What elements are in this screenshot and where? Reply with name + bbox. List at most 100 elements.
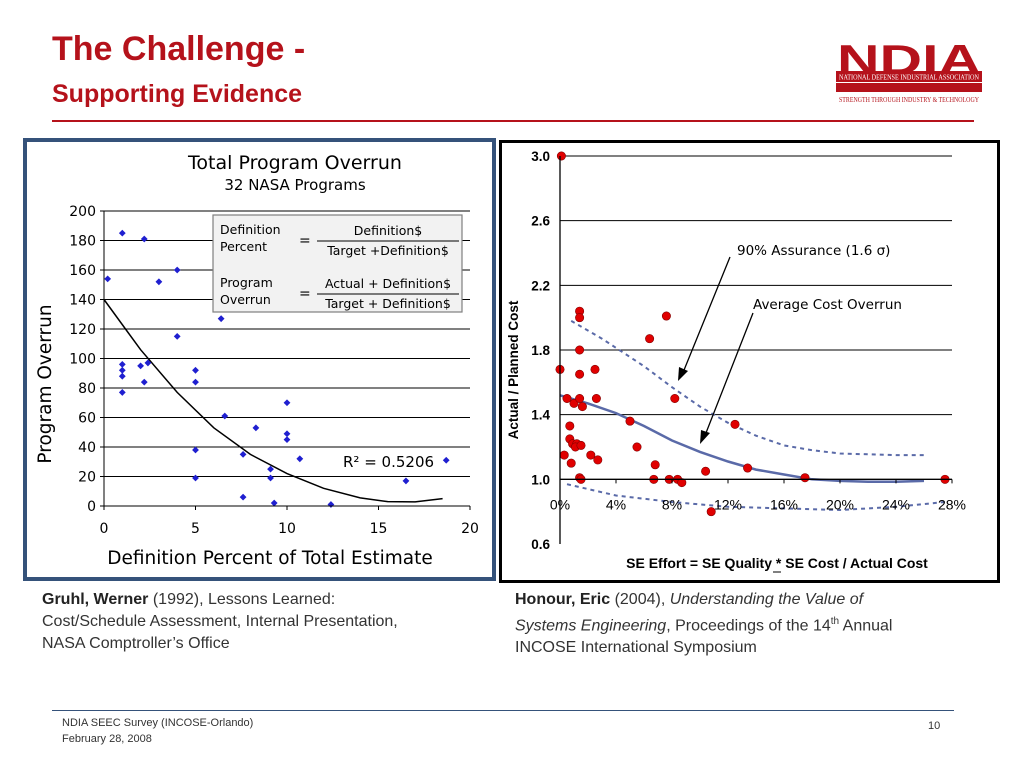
- formula-def-label-2: Percent: [220, 239, 267, 254]
- formula-ovr-label-1: Program: [220, 275, 273, 290]
- data-point: [192, 474, 199, 482]
- data-point: [140, 235, 148, 243]
- citation-right-title-1: Understanding the Value of: [669, 591, 864, 608]
- trend-line: [103, 299, 443, 503]
- program-overrun-chart: Total Program Overrun 32 NASA Programs 0…: [35, 152, 479, 569]
- citation-right: Honour, Eric (2004), Understanding the V…: [515, 589, 995, 659]
- data-point: [144, 359, 152, 367]
- formula-ovr-eq: =: [299, 286, 311, 302]
- data-point: [221, 412, 229, 420]
- x-tick-label: 20: [461, 521, 479, 537]
- y-tick-label: 80: [78, 381, 96, 397]
- data-point: [591, 394, 601, 404]
- data-point: [575, 369, 585, 379]
- data-point: [577, 402, 587, 412]
- data-point: [155, 278, 163, 286]
- data-point: [118, 372, 126, 380]
- data-point: [586, 450, 596, 460]
- chart-panel-left: Total Program Overrun 32 NASA Programs 0…: [23, 138, 496, 581]
- y-axis-label: Actual / Planned Cost: [506, 300, 521, 439]
- data-point: [661, 311, 671, 321]
- data-point: [565, 421, 575, 431]
- data-point: [252, 424, 260, 432]
- data-point: [575, 313, 585, 323]
- y-tick-label: 160: [69, 263, 96, 279]
- data-point: [118, 389, 126, 396]
- formula-def-den: Target +Definition$: [326, 243, 449, 258]
- data-point: [556, 151, 566, 161]
- data-point: [625, 416, 635, 426]
- x-tick-label: 5: [191, 521, 200, 537]
- data-point: [576, 440, 586, 450]
- formula-ovr-den: Target + Definition$: [324, 296, 451, 311]
- y-axis-label: Program Overrun: [35, 304, 56, 463]
- title-divider: [52, 120, 974, 122]
- y-tick-label: 100: [69, 352, 96, 368]
- data-point: [118, 229, 126, 237]
- data-point: [800, 473, 810, 483]
- data-point: [217, 315, 225, 323]
- annotation-average: Average Cost Overrun: [700, 297, 902, 444]
- y-tick-label: 2.2: [531, 278, 550, 293]
- data-point: [192, 378, 199, 386]
- data-point: [173, 332, 181, 340]
- formula-box: Definition Percent = Definition$ Target …: [212, 214, 463, 313]
- x-tick-label: 0%: [550, 496, 570, 512]
- page-number: 10: [928, 720, 941, 732]
- data-point: [590, 364, 600, 374]
- data-point: [296, 455, 304, 463]
- x-tick-label: 4%: [606, 496, 626, 512]
- formula-ovr-label-2: Overrun: [220, 292, 271, 307]
- data-point: [743, 463, 753, 473]
- y-tick-label: 40: [78, 440, 96, 456]
- data-point: [566, 458, 576, 468]
- data-point: [104, 275, 112, 283]
- y-tick-label: 0.6: [531, 537, 550, 552]
- y-tick-label: 120: [69, 322, 96, 338]
- x-tick-label: 28%: [938, 496, 966, 512]
- y-tick-label: 20: [78, 470, 96, 486]
- y-tick-label: 1.4: [531, 408, 550, 423]
- data-point: [283, 399, 291, 407]
- data-point: [239, 493, 247, 501]
- data-point: [192, 366, 199, 374]
- data-point: [267, 474, 274, 482]
- data-point: [593, 455, 603, 465]
- citation-right-sup: th: [830, 616, 840, 627]
- x-tick-label: 20%: [826, 496, 854, 512]
- data-point: [267, 465, 274, 473]
- data-point: [670, 394, 680, 404]
- y-tick-label: 200: [69, 204, 96, 220]
- citation-right-rest-1: , Proceedings of the 14: [666, 617, 831, 635]
- average-curve: [559, 394, 925, 484]
- data-point: [118, 361, 126, 368]
- footer-event: NDIA SEEC Survey (INCOSE-Orlando): [62, 717, 254, 729]
- data-point: [559, 450, 569, 460]
- citation-right-title-2: Systems Engineering: [515, 617, 667, 635]
- data-point: [442, 456, 450, 464]
- y-tick-label: 3.0: [531, 149, 550, 164]
- data-point: [575, 345, 585, 355]
- citation-right-rest-2: Annual: [839, 617, 893, 635]
- y-tick-label: 1.0: [531, 472, 550, 487]
- data-point: [118, 366, 126, 374]
- r-squared-label: R² = 0.5206: [339, 450, 439, 472]
- data-point: [650, 460, 660, 470]
- slide-subtitle: Supporting Evidence: [52, 80, 303, 108]
- formula-ovr-num: Actual + Definition$: [325, 276, 451, 291]
- slide-title: The Challenge -: [52, 30, 306, 68]
- upper-bound-curve: [570, 320, 924, 457]
- data-point: [562, 394, 572, 404]
- data-point: [192, 446, 199, 454]
- chart-title: Total Program Overrun: [187, 152, 402, 174]
- ndia-logo: NDIA NATIONAL DEFENSE INDUSTRIAL ASSOCIA…: [836, 44, 982, 104]
- data-point: [706, 507, 716, 517]
- y-tick-label: 0: [87, 499, 96, 515]
- annotation-assurance-text: 90% Assurance (1.6 σ): [737, 243, 890, 259]
- logo-line-1: NATIONAL DEFENSE INDUSTRIAL ASSOCIATION: [839, 74, 979, 82]
- x-tick-label: 0: [100, 521, 109, 537]
- citation-right-year: (2004),: [610, 591, 670, 608]
- data-point: [173, 266, 181, 274]
- formula-def-eq: =: [299, 233, 311, 249]
- data-point: [327, 501, 335, 508]
